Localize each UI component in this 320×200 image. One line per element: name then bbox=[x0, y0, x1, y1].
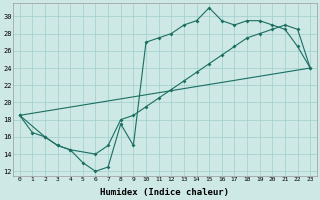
X-axis label: Humidex (Indice chaleur): Humidex (Indice chaleur) bbox=[100, 188, 229, 197]
